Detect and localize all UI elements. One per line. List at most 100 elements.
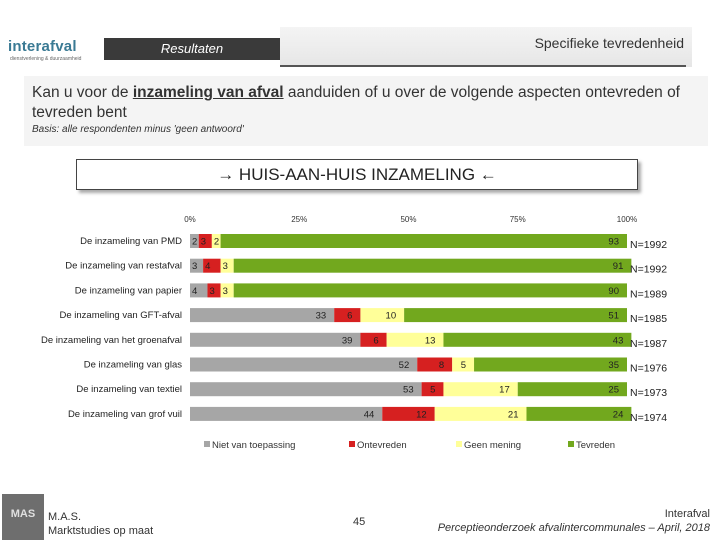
data-label: 3 bbox=[223, 261, 228, 272]
bar-segment-geen-mening bbox=[434, 406, 527, 421]
bar-segment-tevreden bbox=[233, 258, 632, 273]
n-label: N=1973 bbox=[630, 387, 667, 399]
category-label: De inzameling van papier bbox=[75, 285, 182, 296]
data-label: 6 bbox=[373, 335, 378, 346]
bar-segment-ontevreden bbox=[421, 382, 444, 397]
data-label: 2 bbox=[192, 237, 197, 248]
header-divider bbox=[280, 65, 686, 67]
bar-segment-tevreden bbox=[526, 406, 632, 421]
footer-report: Interafval Perceptieonderzoek afvalinter… bbox=[438, 507, 710, 535]
logo-wordmark: interafval bbox=[8, 38, 77, 55]
category-label: De inzameling van textiel bbox=[76, 384, 182, 395]
bar-segment-geen-mening bbox=[443, 382, 518, 397]
category-label: De inzameling van het groenafval bbox=[41, 335, 182, 346]
category-label: De inzameling van PMD bbox=[80, 236, 182, 247]
bar-segment-geen-mening bbox=[220, 283, 234, 298]
section-label: Resultaten bbox=[160, 41, 224, 56]
topic-label: Specifieke tevredenheid bbox=[534, 35, 684, 51]
data-label: 91 bbox=[613, 261, 624, 272]
footer-client: Interafval bbox=[664, 508, 710, 520]
legend-swatch-niet-van-toepassing bbox=[204, 441, 210, 447]
bar-segment-geen-mening bbox=[452, 357, 475, 372]
n-label: N=1992 bbox=[630, 239, 667, 251]
bar-segment-tevreden bbox=[220, 234, 627, 248]
data-label: 13 bbox=[425, 335, 436, 346]
x-tick-label: 50% bbox=[400, 215, 416, 224]
question-text: Kan u voor de inzameling van afval aandu… bbox=[32, 83, 707, 123]
n-label: N=1992 bbox=[630, 264, 667, 276]
question-emphasis: inzameling van afval bbox=[132, 84, 284, 101]
page-number: 45 bbox=[353, 516, 366, 528]
n-label: N=1976 bbox=[630, 363, 667, 375]
bar-segment-tevreden bbox=[404, 308, 627, 323]
bar-segment-ontevreden bbox=[382, 406, 435, 421]
category-label: De inzameling van GFT-afval bbox=[60, 310, 183, 321]
data-label: 43 bbox=[613, 335, 624, 346]
category-label: De inzameling van restafval bbox=[65, 261, 182, 272]
data-label: 3 bbox=[201, 237, 206, 248]
data-label: 8 bbox=[439, 360, 444, 371]
legend-swatch-tevreden bbox=[568, 441, 574, 447]
footer-company-tagline: Marktstudies op maat bbox=[48, 525, 154, 537]
data-label: 2 bbox=[214, 237, 219, 248]
data-label: 3 bbox=[209, 286, 214, 297]
data-label: 52 bbox=[399, 360, 410, 371]
x-tick-label: 0% bbox=[184, 215, 196, 224]
footer-company: M.A.S. Marktstudies op maat bbox=[48, 510, 153, 538]
n-label: N=1985 bbox=[630, 313, 667, 325]
bar-segment-geen-mening bbox=[211, 234, 221, 248]
basis-note: Basis: alle respondenten minus 'geen ant… bbox=[32, 124, 244, 135]
section-header: Resultaten bbox=[104, 38, 280, 60]
x-tick-label: 100% bbox=[617, 215, 637, 224]
legend-label-niet-van-toepassing: Niet van toepassing bbox=[212, 440, 295, 451]
bar-segment-tevreden bbox=[443, 332, 632, 347]
mas-logo: MAS bbox=[2, 494, 44, 540]
bar-segment-geen-mening bbox=[386, 332, 444, 347]
data-label: 51 bbox=[608, 311, 619, 322]
data-label: 3 bbox=[192, 261, 197, 272]
category-label: De inzameling van grof vuil bbox=[68, 409, 182, 420]
interafval-logo: interafval dienstverlening & duurzaamhei… bbox=[8, 38, 108, 68]
bar-segment-ontevreden bbox=[360, 332, 387, 347]
topic-header: Specifieke tevredenheid bbox=[280, 27, 692, 67]
data-label: 17 bbox=[499, 385, 510, 396]
bar-segment-ontevreden bbox=[203, 258, 221, 273]
data-label: 39 bbox=[342, 335, 353, 346]
data-label: 5 bbox=[430, 385, 435, 396]
bar-segment-ontevreden bbox=[207, 283, 221, 298]
bar-segment-ontevreden bbox=[334, 308, 361, 323]
data-label: 6 bbox=[347, 311, 352, 322]
chart-title-box: → HUIS-AAN-HUIS INZAMELING ← bbox=[76, 159, 638, 190]
data-label: 3 bbox=[223, 286, 228, 297]
question-panel bbox=[24, 76, 708, 146]
bar-segment-tevreden bbox=[517, 382, 627, 397]
footer-company-name: M.A.S. bbox=[48, 511, 82, 523]
legend-swatch-ontevreden bbox=[349, 441, 355, 447]
data-label: 93 bbox=[608, 237, 619, 248]
n-label: N=1989 bbox=[630, 288, 667, 300]
bar-segment-ontevreden bbox=[198, 234, 212, 248]
x-tick-label: 25% bbox=[291, 215, 307, 224]
category-label: De inzameling van glas bbox=[84, 360, 182, 371]
question-text-start: Kan u voor de bbox=[32, 84, 133, 101]
question-text-end: aanduiden of u over de volgende aspecten… bbox=[32, 84, 680, 121]
bar-segment-tevreden bbox=[233, 283, 627, 298]
data-label: 12 bbox=[416, 409, 427, 420]
legend-label-ontevreden: Ontevreden bbox=[357, 440, 407, 451]
legend-label-tevreden: Tevreden bbox=[576, 440, 615, 451]
bar-segment-niet-van-toepassing bbox=[190, 258, 204, 273]
data-label: 5 bbox=[461, 360, 466, 371]
n-label: N=1974 bbox=[630, 412, 667, 424]
data-label: 24 bbox=[613, 409, 624, 420]
data-label: 44 bbox=[364, 409, 375, 420]
bar-segment-niet-van-toepassing bbox=[190, 382, 422, 397]
data-label: 21 bbox=[508, 409, 519, 420]
data-label: 25 bbox=[608, 385, 619, 396]
data-label: 33 bbox=[316, 311, 327, 322]
bar-segment-niet-van-toepassing bbox=[190, 283, 208, 298]
bar-segment-niet-van-toepassing bbox=[190, 357, 418, 372]
legend-label-geen-mening: Geen mening bbox=[464, 440, 521, 451]
bar-segment-niet-van-toepassing bbox=[190, 234, 199, 248]
x-tick-label: 75% bbox=[510, 215, 526, 224]
